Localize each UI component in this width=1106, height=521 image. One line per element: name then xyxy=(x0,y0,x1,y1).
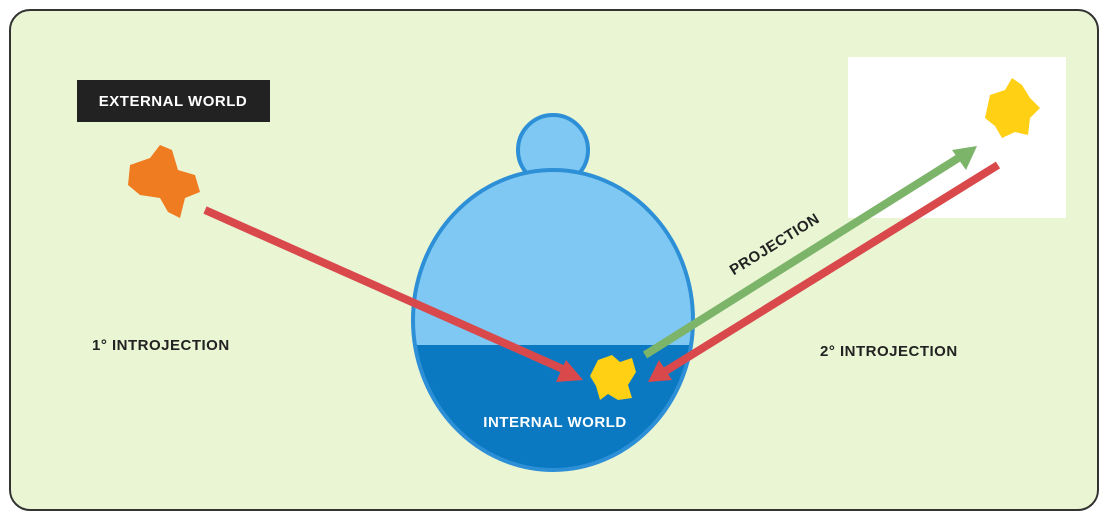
diagram: EXTERNAL WORLD PROJECTION 1° INTROJECTIO… xyxy=(0,0,1106,516)
internal-world-label: INTERNAL WORLD xyxy=(483,414,626,431)
external-world-label: EXTERNAL WORLD xyxy=(99,93,247,110)
introjection-1-label: 1° INTROJECTION xyxy=(92,337,230,354)
introjection-2-label: 2° INTROJECTION xyxy=(820,343,958,360)
